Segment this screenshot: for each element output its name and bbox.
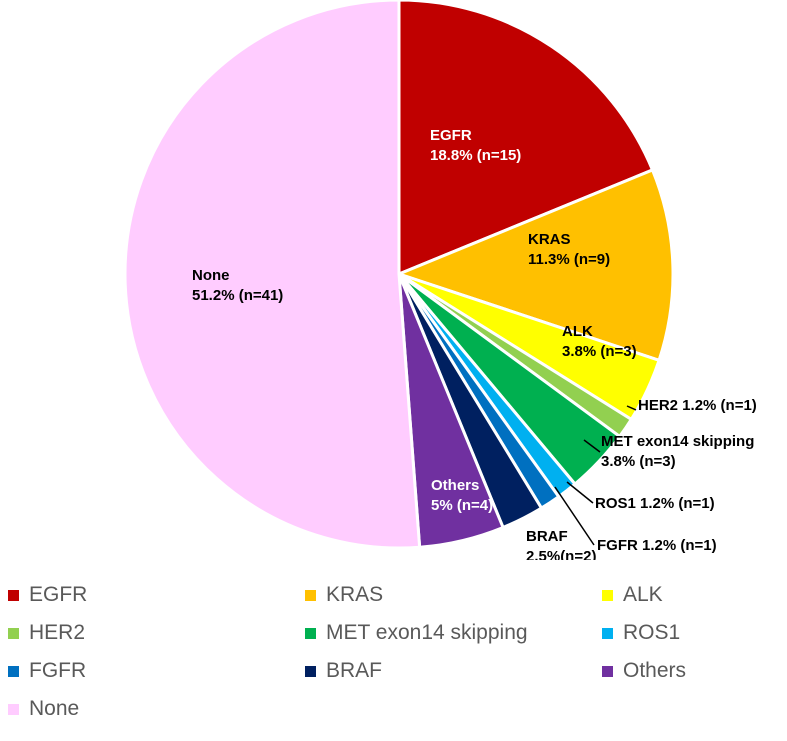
legend-swatch (8, 665, 19, 677)
legend-item-met-exon14-skipping: MET exon14 skipping (305, 618, 528, 648)
pie-slice-none (123, 0, 422, 550)
legend: EGFR KRAS ALK HER2 MET exon14 skipping ROS1 FG… (0, 580, 787, 740)
slice-label-alk: ALK 3.8% (n=3) (562, 323, 637, 360)
legend-swatch (305, 665, 316, 677)
slice-label-none: None 51.2% (n=41) (192, 267, 283, 304)
legend-item-braf: BRAF (305, 656, 382, 686)
legend-item-alk: ALK (602, 580, 663, 610)
slice-label-her2: HER2 1.2% (n=1) (638, 397, 757, 414)
legend-swatch (8, 627, 19, 639)
legend-label: ROS1 (623, 621, 681, 644)
legend-label: BRAF (326, 659, 383, 682)
leader-line-her2 (626, 405, 637, 411)
leader-line-fgfr (554, 486, 595, 546)
slice-labels: EGFR 18.8% (n=15) KRAS 11.3% (n=9) ALK 3.8% (… (192, 127, 757, 560)
legend-label: Others (623, 659, 687, 682)
legend-item-kras: KRAS (305, 580, 383, 610)
legend-item-ros1: ROS1 (602, 618, 680, 648)
pie-slices (123, 0, 675, 550)
slice-label-ros1: ROS1 1.2% (n=1) (595, 495, 715, 512)
pie-slice-egfr (397, 0, 655, 277)
leader-lines (554, 405, 637, 546)
legend-label: ALK (623, 583, 663, 606)
legend-swatch (602, 627, 613, 639)
slice-label-braf: BRAF 2.5%(n=2) (526, 528, 596, 560)
leader-line-ros1 (566, 481, 594, 504)
legend-label: HER2 (29, 621, 86, 644)
legend-swatch (8, 703, 19, 715)
legend-item-others: Others (602, 656, 686, 686)
legend-label: KRAS (326, 583, 384, 606)
legend-swatch (305, 589, 316, 601)
slice-label-met-exon14-skipping: MET exon14 skipping 3.8% (n=3) (601, 433, 754, 470)
legend-swatch (8, 589, 19, 601)
legend-item-none: None (8, 694, 79, 724)
leader-line-met-exon14-skipping (583, 439, 601, 453)
slice-label-others: Others 5% (n=4) (431, 477, 493, 514)
pie-chart: EGFR 18.8% (n=15) KRAS 11.3% (n=9) ALK 3.8% (… (123, 0, 757, 560)
legend-swatch (602, 665, 613, 677)
legend-label: MET exon14 skipping (326, 621, 528, 644)
legend-swatch (305, 627, 316, 639)
legend-label: EGFR (29, 583, 88, 606)
legend-item-egfr: EGFR (8, 580, 87, 610)
slice-label-kras: KRAS 11.3% (n=9) (528, 231, 610, 268)
pie-slice-kras (394, 167, 675, 363)
legend-item-fgfr: FGFR (8, 656, 86, 686)
slice-label-fgfr: FGFR 1.2% (n=1) (597, 537, 717, 554)
slice-label-egfr: EGFR 18.8% (n=15) (430, 127, 521, 164)
legend-label: None (29, 697, 80, 720)
legend-item-her2: HER2 (8, 618, 85, 648)
legend-label: FGFR (29, 659, 87, 682)
legend-swatch (602, 589, 613, 601)
